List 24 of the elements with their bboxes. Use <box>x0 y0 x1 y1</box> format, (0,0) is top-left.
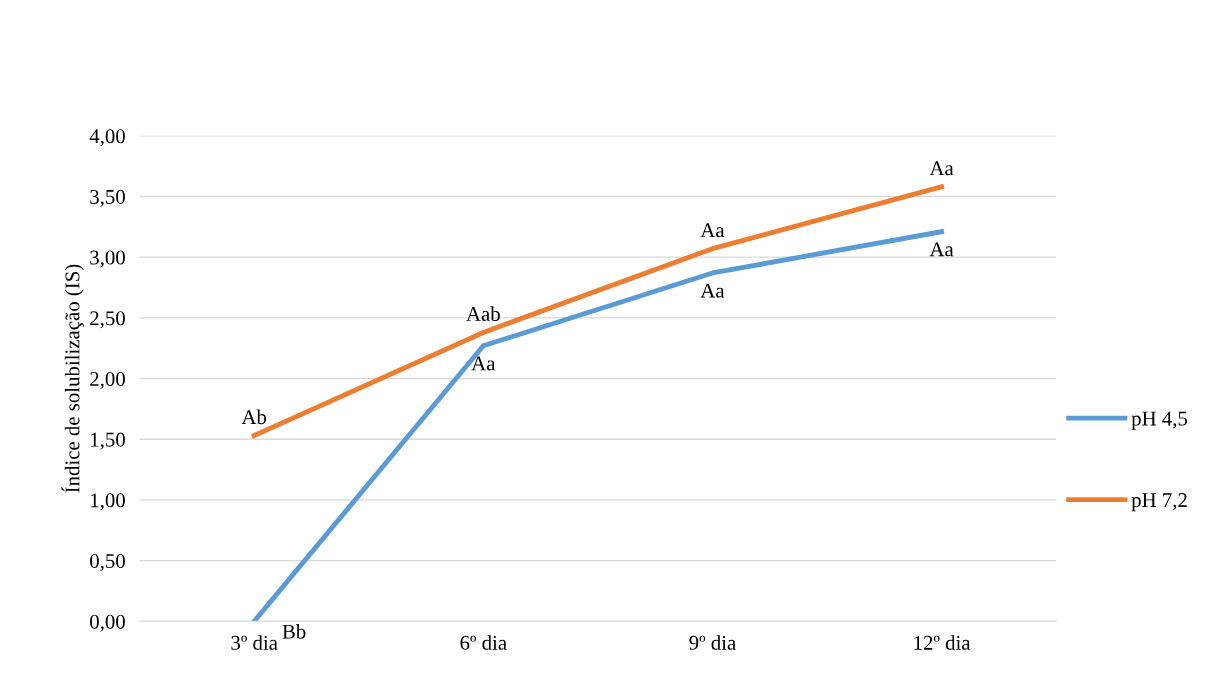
y-tick-label: 1,50 <box>91 432 125 450</box>
x-tick-label: 3º dia <box>231 635 278 650</box>
y-tick-label: 0,00 <box>90 614 125 632</box>
annotation: Aa <box>929 242 954 257</box>
y-tick-label: 3,00 <box>90 250 125 268</box>
x-tick-label: 6º dia <box>460 635 507 650</box>
y-tick-label: 1,00 <box>91 493 125 511</box>
y-tick-label: 2,00 <box>90 371 125 389</box>
x-tick-label: 9º dia <box>689 635 736 650</box>
annotation: Aa <box>700 223 725 238</box>
y-tick-label: 0,50 <box>90 553 125 572</box>
annotation: Aa <box>700 283 725 298</box>
legend-label: pH 4,5 <box>1131 411 1188 430</box>
legend-label: pH 7,2 <box>1131 493 1187 512</box>
y-tick-label: 2,50 <box>90 311 125 329</box>
annotation: Ab <box>241 409 267 425</box>
annotation: Aab <box>466 306 500 321</box>
x-tick-label: 12º dia <box>914 635 971 650</box>
annotation: Aa <box>471 356 496 371</box>
annotation: Bb <box>282 624 306 639</box>
annotation: Aa <box>929 161 954 176</box>
y-tick-label: 3,50 <box>90 189 125 207</box>
y-axis-title: Índice de solubilização (IS) <box>61 264 84 493</box>
y-tick-label: 4,00 <box>89 129 125 147</box>
